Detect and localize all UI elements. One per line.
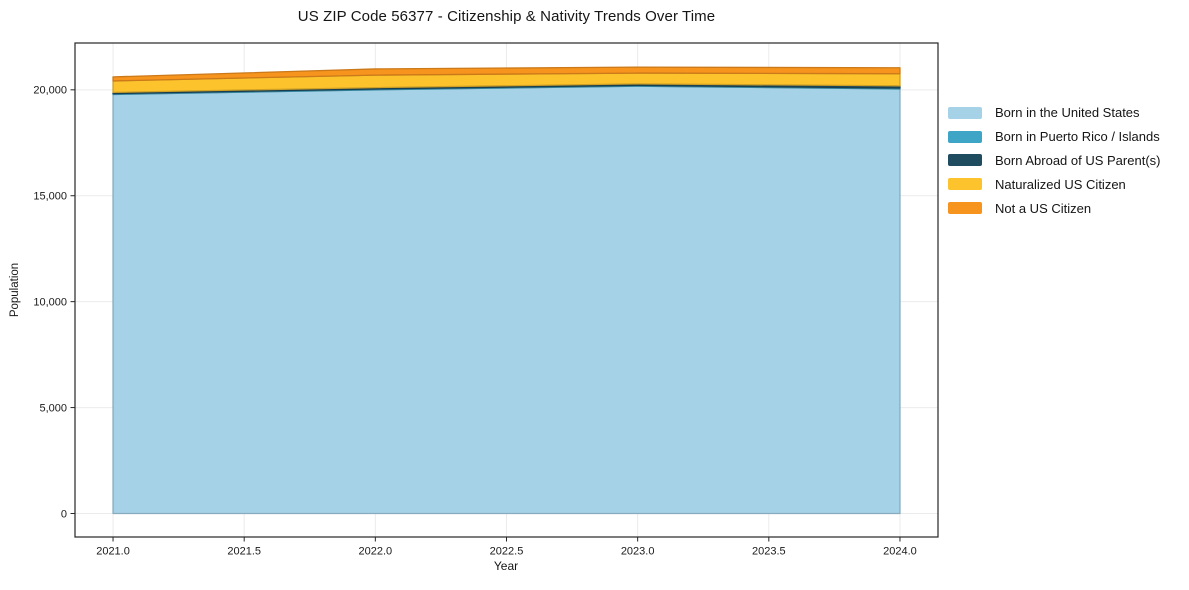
legend-item: Not a US Citizen	[948, 196, 1160, 220]
y-tick-label: 20,000	[33, 85, 67, 97]
legend-label: Not a US Citizen	[995, 200, 1092, 216]
legend-item: Naturalized US Citizen	[948, 172, 1160, 196]
legend-item: Born in the United States	[948, 101, 1160, 125]
legend-swatch	[948, 106, 982, 119]
x-tick-label: 2024.0	[883, 546, 917, 558]
y-axis-label: Population	[9, 262, 21, 318]
legend-item: Born Abroad of US Parent(s)	[948, 149, 1160, 173]
area-series	[112, 85, 901, 515]
chart-title: US ZIP Code 56377 - Citizenship & Nativi…	[297, 8, 716, 25]
x-tick-label: 2021.5	[227, 546, 261, 558]
y-tick-label: 0	[61, 508, 67, 520]
legend-swatch	[948, 178, 982, 191]
legend: Born in the United States Born in Puerto …	[948, 101, 1160, 220]
y-tick-label: 10,000	[33, 296, 67, 308]
x-tick-label: 2021.0	[96, 546, 130, 558]
legend-label: Born in the United States	[995, 105, 1140, 121]
x-tick-label: 2022.0	[359, 546, 393, 558]
y-tick-label: 15,000	[33, 191, 67, 203]
legend-label: Naturalized US Citizen	[995, 176, 1126, 192]
legend-swatch	[948, 130, 982, 143]
legend-item: Born in Puerto Rico / Islands	[948, 125, 1160, 149]
y-tick-label: 5,000	[39, 402, 67, 414]
legend-label: Born Abroad of US Parent(s)	[995, 152, 1161, 168]
x-tick-label: 2023.0	[621, 546, 655, 558]
x-tick-label: 2022.5	[490, 546, 524, 558]
legend-swatch	[948, 202, 982, 215]
legend-label: Born in Puerto Rico / Islands	[995, 129, 1160, 145]
legend-swatch	[948, 154, 982, 167]
x-axis-label: Year	[493, 559, 519, 573]
x-tick-label: 2023.5	[752, 546, 786, 558]
area-series	[112, 66, 901, 82]
